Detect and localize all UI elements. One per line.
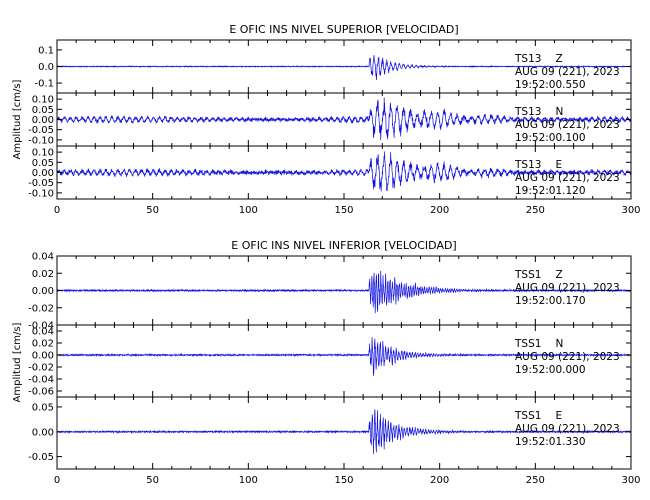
station-name: TSS1	[514, 338, 541, 350]
x-tick-label: 300	[621, 205, 640, 216]
y-tick-label: -0.02	[28, 363, 54, 374]
record-time: 19:52:01.120	[515, 185, 586, 197]
station-component: E	[555, 410, 562, 422]
chart-panel-2: E OFIC INS NIVEL INFERIOR [VELOCIDAD] Amp…	[12, 239, 641, 486]
y-tick-label: 0.02	[32, 269, 54, 280]
x-tick-label: 200	[430, 205, 449, 216]
x-tick-label: 150	[334, 475, 353, 486]
y-axis-label: Amplitud [cm/s]	[12, 79, 23, 159]
y-axis-label: Amplitud [cm/s]	[12, 322, 23, 402]
y-tick-label: 0.05	[32, 158, 54, 169]
y-tick-label: -0.06	[28, 387, 54, 398]
y-tick-label: 0.02	[32, 339, 54, 350]
record-time: 19:52:00.550	[515, 79, 586, 91]
y-tick-label: -0.05	[28, 452, 54, 463]
chart-title: E OFIC INS NIVEL INFERIOR [VELOCIDAD]	[231, 239, 456, 252]
y-tick-label: -0.05	[28, 178, 54, 189]
y-tick-label: 0.05	[32, 402, 54, 413]
y-tick-label: -0.04	[28, 375, 54, 386]
x-tick-label: 200	[430, 475, 449, 486]
x-tick-label: 300	[621, 475, 640, 486]
waveform-line	[56, 270, 631, 314]
waveform-line	[56, 151, 632, 192]
y-tick-label: -0.04	[28, 321, 54, 332]
station-name: TSS1	[514, 410, 541, 422]
record-date: AUG 09 (221), 2023	[515, 282, 620, 294]
record-date: AUG 09 (221), 2023	[515, 172, 620, 184]
station-name: TSS1	[514, 269, 541, 281]
y-tick-label: 0.0	[38, 62, 54, 73]
record-date: AUG 09 (221), 2023	[515, 66, 620, 78]
waveform-line	[56, 337, 632, 376]
record-time: 19:52:00.000	[515, 364, 586, 376]
y-tick-label: 0.04	[32, 327, 54, 338]
chart-title: E OFIC INS NIVEL SUPERIOR [VELOCIDAD]	[229, 23, 458, 36]
station-name: TS13	[514, 53, 541, 65]
y-tick-label: 0.04	[32, 252, 54, 263]
y-tick-label: 0.05	[32, 105, 54, 116]
record-date: AUG 09 (221), 2023	[515, 423, 620, 435]
station-label: TS13 E	[514, 159, 562, 171]
x-tick-label: 50	[146, 475, 159, 486]
x-tick-label: 0	[54, 205, 60, 216]
y-tick-label: 0.10	[32, 95, 54, 106]
x-tick-label: 50	[146, 205, 159, 216]
y-tick-label: 0.10	[32, 148, 54, 159]
x-tick-label: 100	[239, 205, 258, 216]
record-time: 19:52:01.330	[515, 436, 586, 448]
station-label: TSS1 E	[514, 410, 562, 422]
station-component: N	[555, 106, 563, 118]
y-tick-label: -0.02	[28, 303, 54, 314]
y-tick-label: 0.00	[32, 115, 54, 126]
station-component: E	[555, 159, 562, 171]
y-tick-label: 0.00	[32, 427, 54, 438]
y-tick-label: 0.00	[32, 286, 54, 297]
station-label: TSS1 N	[514, 338, 563, 350]
y-tick-label: 0.00	[32, 351, 54, 362]
y-tick-label: -0.05	[28, 125, 54, 136]
waveform-line	[56, 409, 631, 455]
record-time: 19:52:00.170	[515, 295, 586, 307]
y-tick-label: -0.10	[28, 135, 54, 146]
chart-panel-1: E OFIC INS NIVEL SUPERIOR [VELOCIDAD] Amp…	[12, 23, 641, 216]
y-tick-label: -0.1	[34, 79, 54, 90]
waveform-line	[56, 97, 632, 141]
station-name: TS13	[514, 159, 541, 171]
x-tick-label: 250	[526, 205, 545, 216]
x-tick-label: 250	[526, 475, 545, 486]
station-name: TS13	[514, 106, 541, 118]
x-tick-label: 150	[334, 205, 353, 216]
station-component: Z	[555, 53, 562, 65]
station-component: Z	[555, 269, 562, 281]
y-tick-label: -0.10	[28, 188, 54, 199]
y-tick-label: 0.1	[38, 45, 54, 56]
waveform-line	[56, 55, 631, 81]
record-date: AUG 09 (221), 2023	[515, 119, 620, 131]
record-date: AUG 09 (221), 2023	[515, 351, 620, 363]
x-tick-label: 100	[239, 475, 258, 486]
station-component: N	[555, 338, 563, 350]
station-label: TS13 N	[514, 106, 563, 118]
station-label: TS13 Z	[514, 53, 563, 65]
record-time: 19:52:00.100	[515, 132, 586, 144]
x-tick-label: 0	[54, 475, 60, 486]
y-tick-label: 0.00	[32, 168, 54, 179]
station-label: TSS1 Z	[514, 269, 563, 281]
